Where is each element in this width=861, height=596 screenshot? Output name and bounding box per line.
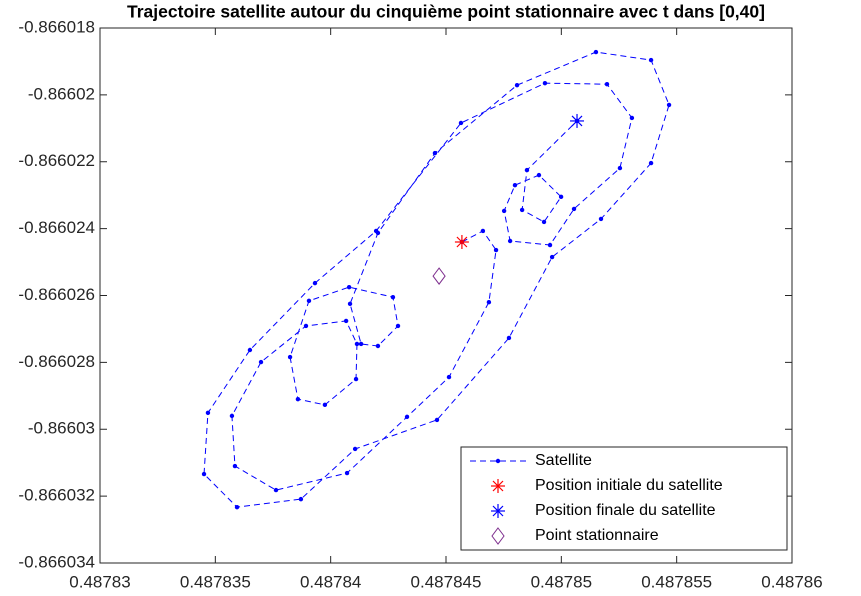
data-point: [458, 120, 464, 126]
star-stroke: [492, 480, 504, 492]
data-point: [666, 102, 672, 108]
y-tick-label: -0.866034: [18, 552, 95, 571]
data-point: [454, 235, 469, 249]
x-tick-label: 0.48784: [300, 572, 361, 591]
data-point: [322, 402, 328, 408]
y-tick-label: -0.86603: [28, 419, 95, 438]
data-point: [434, 417, 440, 423]
y-tick-label: -0.866018: [18, 17, 95, 36]
data-point: [486, 299, 492, 305]
data-point: [395, 323, 401, 329]
data-point: [344, 470, 350, 476]
star-stroke: [571, 115, 583, 127]
data-point: [629, 115, 635, 121]
data-point: [570, 113, 585, 128]
axes-box: [99, 27, 793, 564]
data-point: [229, 413, 235, 419]
y-tick-label: -0.866032: [18, 486, 95, 505]
y-tick-label: -0.866024: [18, 218, 95, 237]
data-point: [201, 471, 207, 477]
data-point: [247, 347, 253, 353]
legend-marker: [491, 504, 505, 518]
legend-marker: [491, 479, 505, 493]
data-point: [604, 81, 610, 87]
data-point: [648, 160, 654, 166]
data-point: [506, 335, 512, 341]
data-point: [501, 208, 507, 214]
data-point: [358, 341, 364, 347]
legend-marker: [491, 527, 505, 545]
legend-label: Position initiale du satellite: [535, 477, 723, 494]
data-point: [232, 463, 238, 469]
data-point: [541, 219, 547, 225]
data-point: [549, 254, 555, 260]
data-point: [493, 247, 499, 253]
data-point: [558, 194, 564, 200]
data-point: [353, 376, 359, 382]
data-point: [519, 207, 525, 213]
data-point: [287, 354, 293, 360]
data-point: [352, 446, 358, 452]
x-tick-label: 0.48785: [531, 572, 592, 591]
data-point: [390, 294, 396, 300]
data-point: [446, 374, 452, 380]
legend-label: Satellite: [535, 452, 592, 469]
data-point: [312, 280, 318, 286]
data-point: [205, 410, 211, 416]
data-point: [512, 182, 518, 188]
data-point: [432, 150, 438, 156]
y-tick-label: -0.866028: [18, 352, 95, 371]
star-stroke: [456, 236, 468, 248]
data-point: [373, 228, 379, 234]
data-point: [346, 284, 352, 290]
series-line: [203, 51, 670, 508]
data-point: [480, 228, 486, 234]
legend: Satellite Position initiale du satellite P…: [460, 446, 788, 551]
data-point: [432, 267, 446, 285]
data-point: [507, 238, 513, 244]
data-point: [234, 504, 240, 510]
data-point: [514, 82, 520, 88]
data-point: [617, 165, 623, 171]
data-point: [547, 242, 553, 248]
chart-title: Trajectoire satellite autour du cinquièm…: [127, 2, 765, 22]
data-point: [343, 318, 349, 324]
legend-marker: [495, 458, 501, 464]
x-tick-label: 0.48786: [761, 572, 822, 591]
data-point: [593, 49, 599, 55]
data-point: [375, 343, 381, 349]
x-tick-label: 0.48783: [69, 572, 130, 591]
x-tick-label: 0.487845: [411, 572, 482, 591]
data-point: [258, 359, 264, 365]
data-point: [273, 487, 279, 493]
x-tick-label: 0.487855: [641, 572, 712, 591]
legend-box: [460, 446, 788, 551]
data-point: [404, 414, 410, 420]
star-stroke: [492, 505, 504, 517]
legend-label: Point stationnaire: [535, 527, 659, 544]
data-point: [542, 80, 548, 86]
data-point: [298, 496, 304, 502]
data-point: [536, 172, 542, 178]
data-point: [303, 323, 309, 329]
data-point: [295, 396, 301, 402]
y-tick-label: -0.86602: [28, 84, 95, 103]
data-point: [598, 216, 604, 222]
data-point: [571, 206, 577, 212]
data-point: [354, 341, 360, 347]
data-point: [347, 301, 353, 307]
legend-label: Position finale du satellite: [535, 502, 716, 519]
y-tick-label: -0.866026: [18, 285, 95, 304]
x-tick-label: 0.487835: [180, 572, 251, 591]
data-point: [524, 167, 530, 173]
data-point: [648, 57, 654, 63]
y-tick-label: -0.866022: [18, 151, 95, 170]
data-point: [306, 298, 312, 304]
